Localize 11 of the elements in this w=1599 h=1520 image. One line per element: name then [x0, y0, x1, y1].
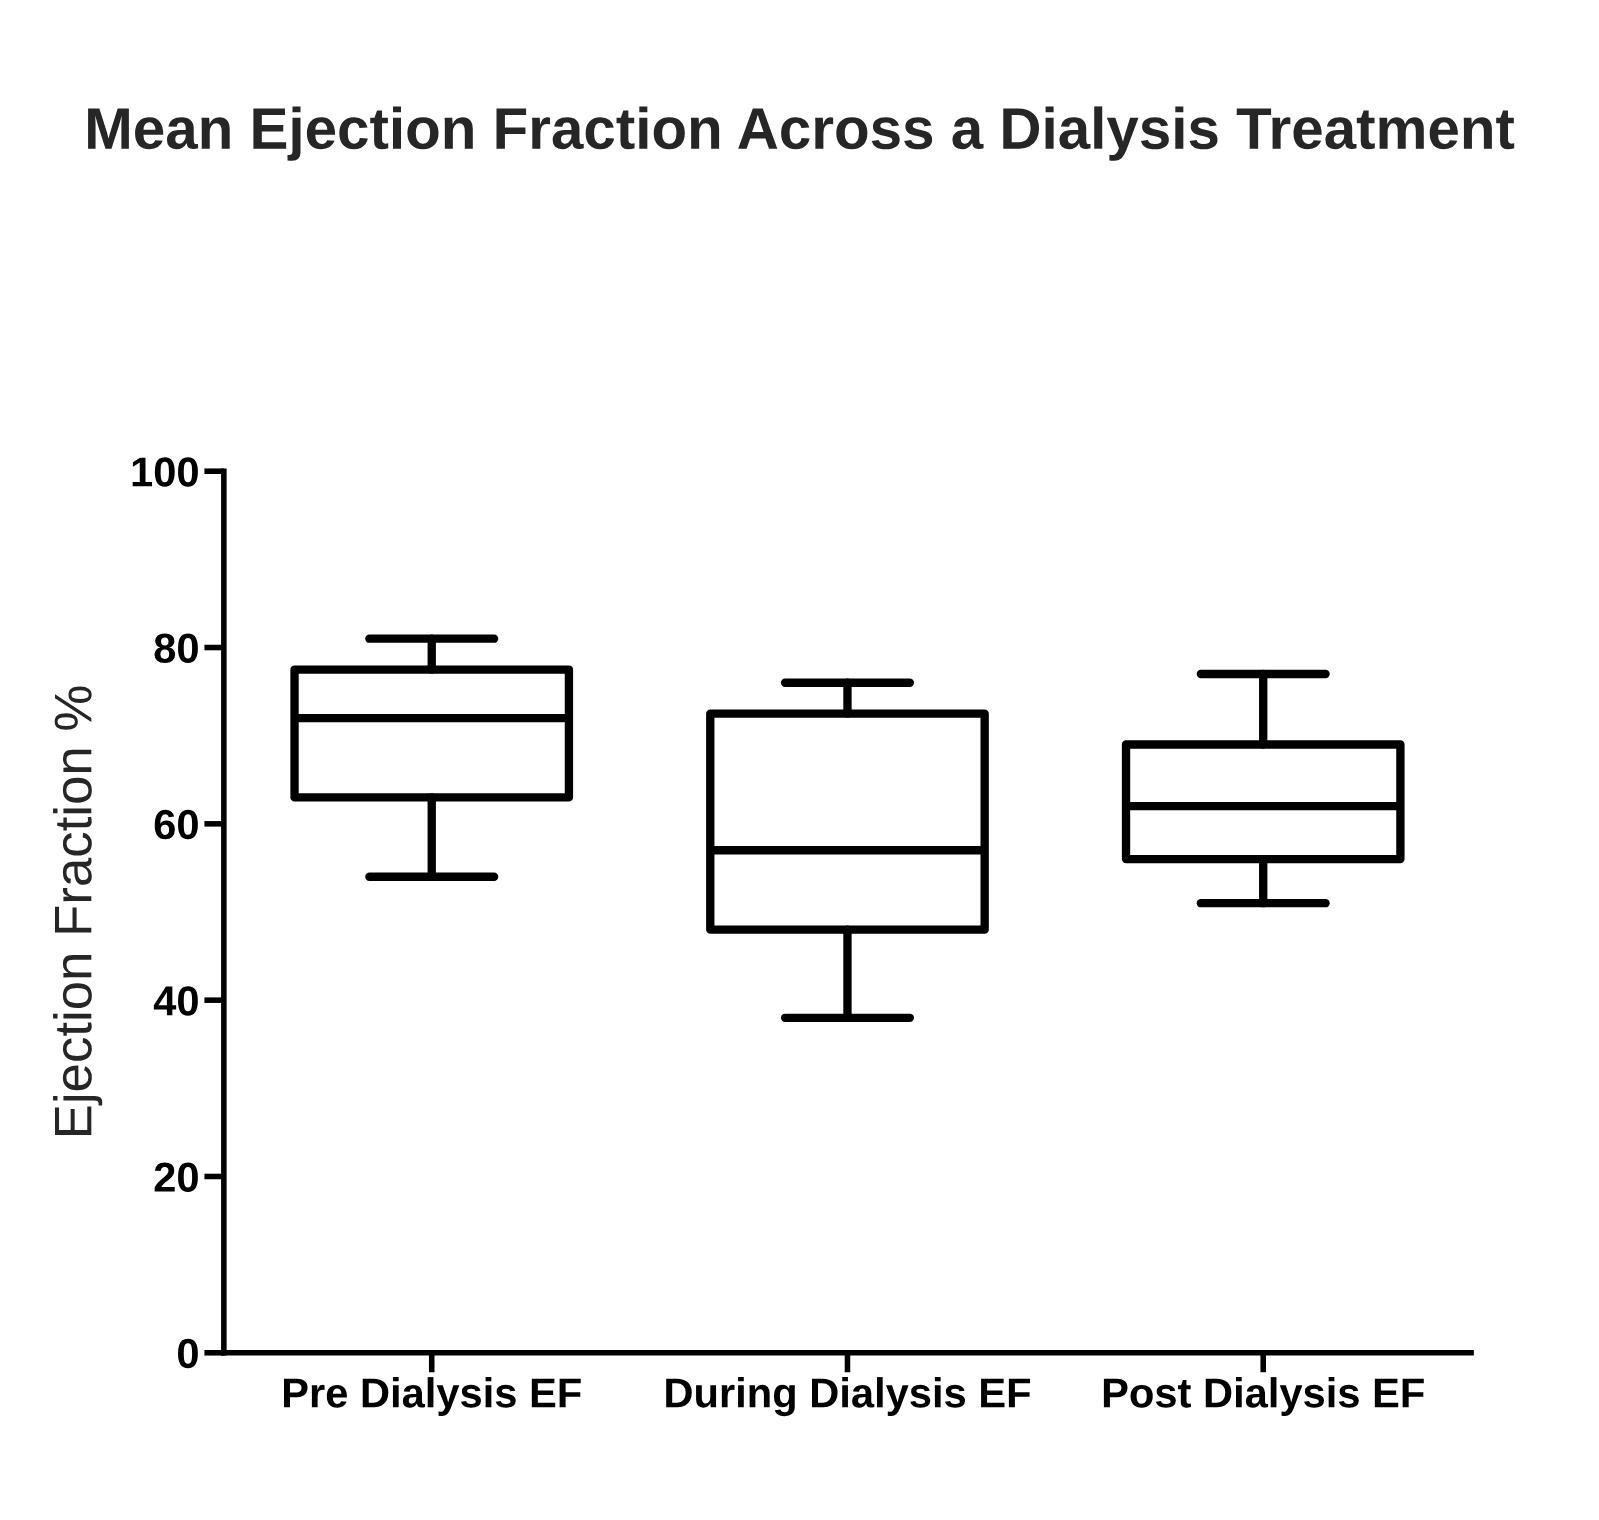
x-tick-label: Post Dialysis EF — [1103, 1377, 1424, 1416]
y-tick-label: 100 — [132, 457, 198, 487]
y-tick-label: 0 — [178, 1338, 198, 1369]
y-axis-title: Ejection Fraction % — [53, 686, 103, 1135]
x-tick-label: During Dialysis EF — [666, 1377, 1031, 1417]
y-tick-label: 40 — [153, 986, 198, 1016]
y-tick-label: 80 — [154, 633, 198, 664]
chart-title: Mean Ejection Fraction Across a Dialysis Treatment — [88, 106, 1515, 161]
x-tick-label: Pre Dialysis EF — [283, 1377, 581, 1416]
y-tick-label: 60 — [154, 809, 198, 840]
y-tick-label: 20 — [154, 1162, 198, 1192]
